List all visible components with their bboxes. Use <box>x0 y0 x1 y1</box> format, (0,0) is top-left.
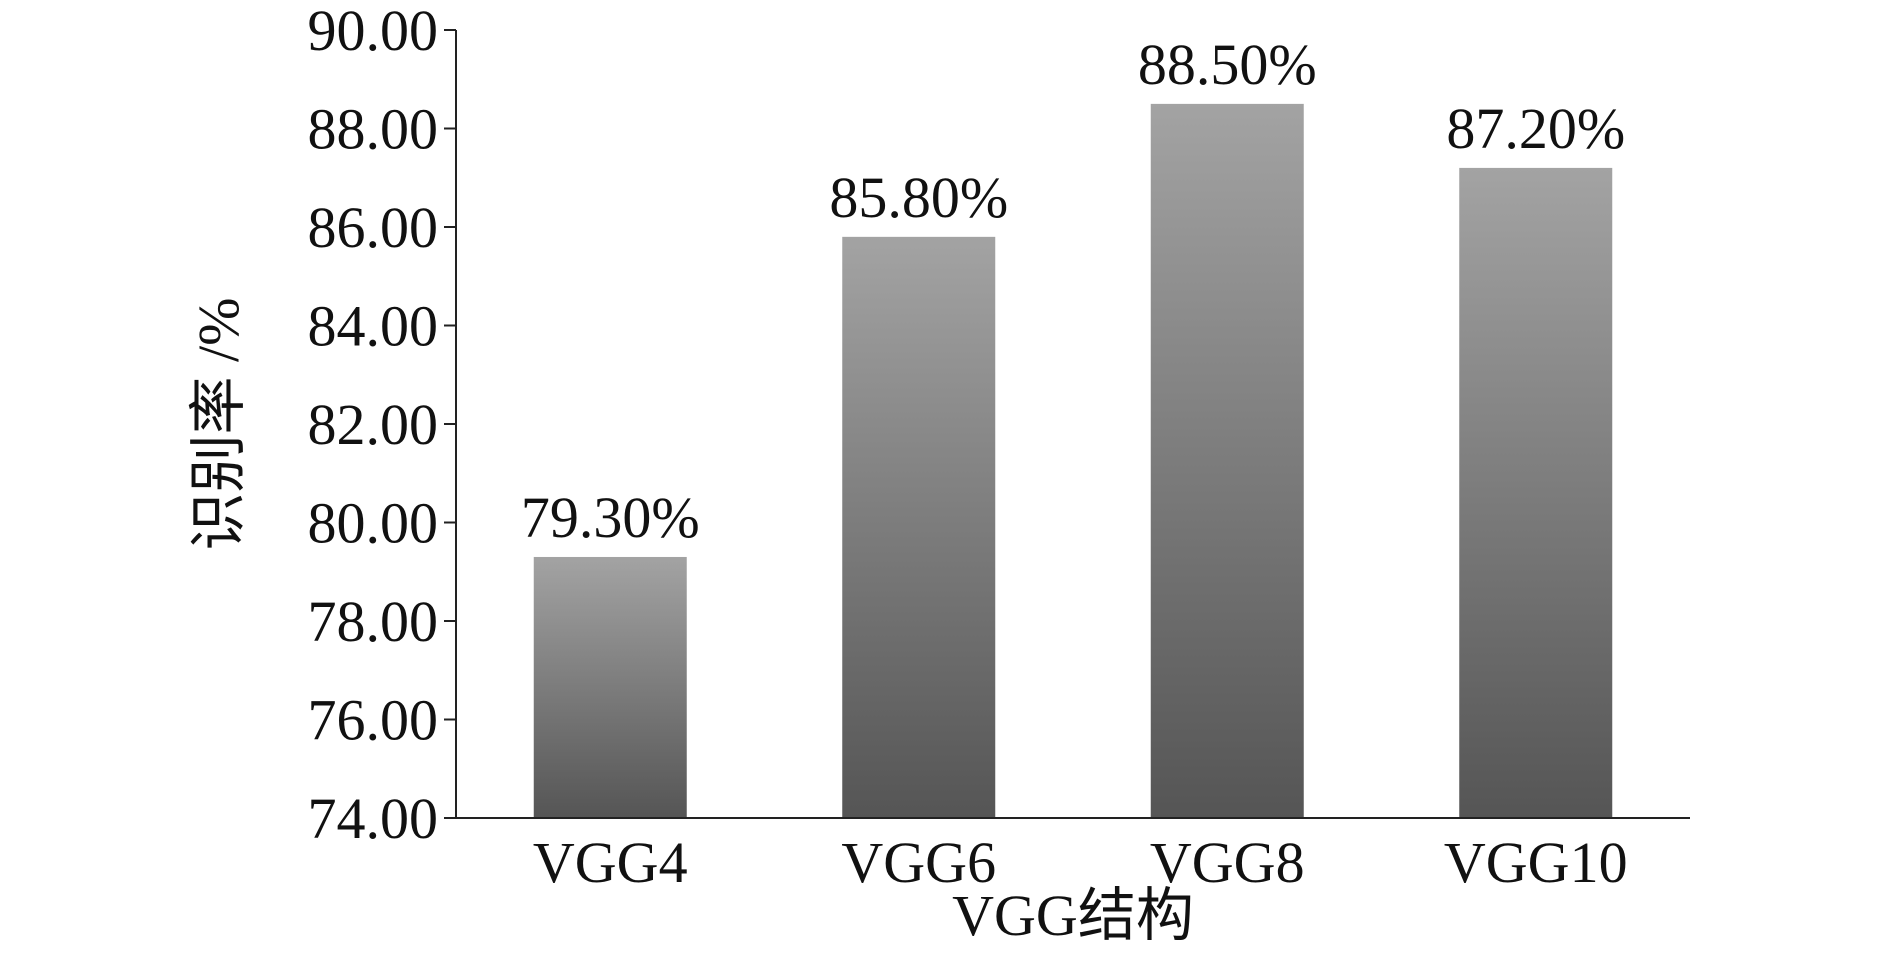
bar-vgg8 <box>1150 103 1304 818</box>
y-tick-label: 76.00 <box>308 688 439 753</box>
y-axis-title: 识别率 /% <box>186 298 251 551</box>
bar-value-labels: 79.30% 85.80% 88.50% 87.20% <box>521 32 1625 550</box>
bar-value-label: 88.50% <box>1138 32 1317 97</box>
bar-value-label: 79.30% <box>521 485 700 550</box>
y-tick-label: 82.00 <box>308 392 439 457</box>
bar-vgg10 <box>1459 167 1613 818</box>
x-tick-label: VGG8 <box>1150 830 1305 895</box>
x-tick-label: VGG10 <box>1444 830 1628 895</box>
y-tick-label: 84.00 <box>308 294 439 359</box>
bars <box>533 103 1613 819</box>
x-tick-label: VGG4 <box>533 830 688 895</box>
y-axis-ticks: 74.00 76.00 78.00 80.00 82.00 84.00 86.00 88.00… <box>308 0 456 851</box>
x-axis-ticks: VGG4 VGG6 VGG8 VGG10 <box>533 830 1628 895</box>
y-tick-label: 78.00 <box>308 589 439 654</box>
y-tick-label: 74.00 <box>308 786 439 851</box>
bar-vgg4 <box>533 556 687 818</box>
bar-value-label: 85.80% <box>829 165 1008 230</box>
y-tick-label: 90.00 <box>308 0 439 63</box>
y-tick-label: 86.00 <box>308 195 439 260</box>
x-tick-label: VGG6 <box>841 830 996 895</box>
bar-value-label: 87.20% <box>1446 96 1625 161</box>
y-tick-label: 80.00 <box>308 491 439 556</box>
bar-vgg6 <box>842 236 996 819</box>
y-tick-label: 88.00 <box>308 97 439 162</box>
x-axis-title: VGG结构 <box>952 883 1194 948</box>
